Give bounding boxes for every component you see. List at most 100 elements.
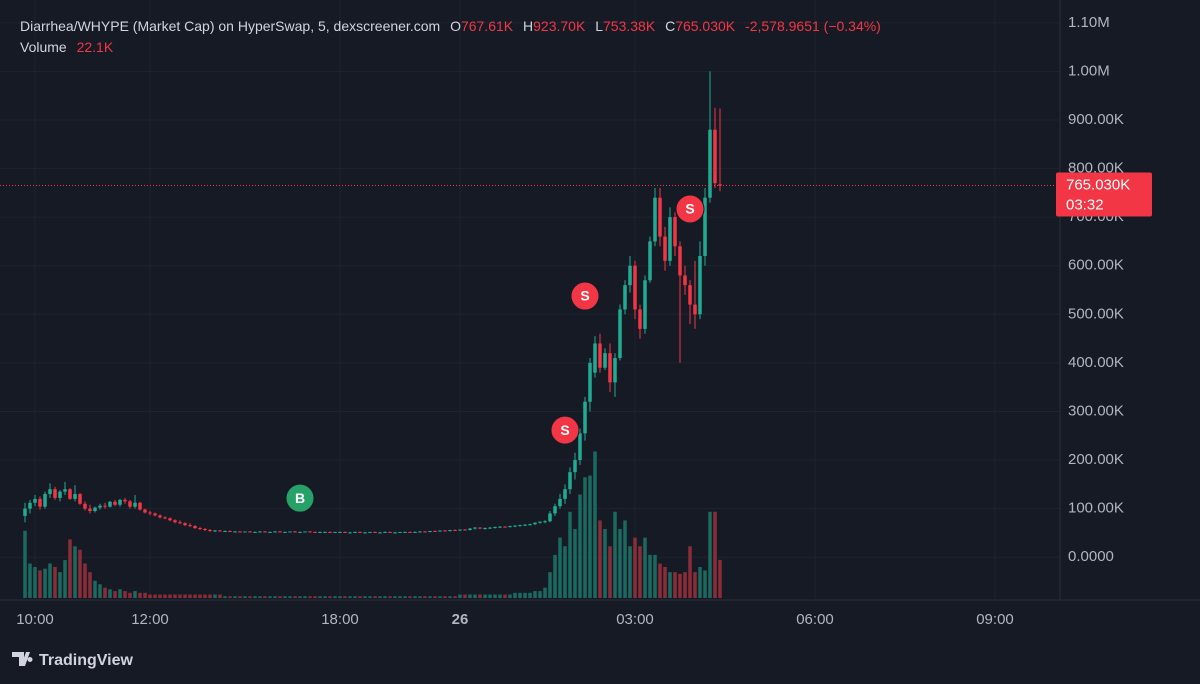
volume-bar	[428, 596, 432, 598]
y-tick-label: 600.00K	[1068, 257, 1124, 274]
candle-body	[703, 197, 707, 257]
volume-bar	[413, 596, 417, 598]
candle-body	[673, 217, 677, 247]
candle-body	[58, 491, 62, 498]
ohlc-key: O	[450, 18, 461, 34]
candle-body	[598, 343, 602, 368]
volume-bar	[93, 580, 97, 598]
candle-body	[118, 499, 122, 505]
candle-body	[593, 343, 597, 373]
volume-bar	[488, 594, 492, 598]
volume-bar	[713, 511, 717, 598]
volume-bar	[318, 596, 322, 598]
ohlc-key: H	[523, 18, 533, 34]
volume-bar	[608, 546, 612, 598]
candle-body	[253, 531, 257, 533]
brand: TradingView	[39, 652, 134, 669]
ohlc-key: C	[665, 18, 675, 34]
candle-body	[528, 524, 532, 526]
volume-bar	[508, 594, 512, 598]
trade-marker	[570, 281, 600, 311]
volume-bar	[563, 546, 567, 598]
candle-body	[533, 522, 537, 525]
volume-bar	[68, 539, 72, 598]
volume-bar	[248, 596, 252, 598]
candle-body	[428, 530, 432, 532]
candle-body	[258, 531, 262, 533]
volume-bar	[448, 596, 452, 598]
volume-bar	[308, 596, 312, 598]
candle-body	[553, 506, 557, 514]
axes: 1.10M1.00M900.00K800.00K700.00K600.00K50…	[16, 14, 1124, 628]
volume-bar	[368, 596, 372, 598]
x-tick-label: 03:00	[616, 611, 654, 628]
volume-bar	[108, 589, 112, 598]
volume-bar	[603, 529, 607, 598]
candle-body	[643, 280, 647, 329]
candle-body	[548, 513, 552, 522]
volume-bar	[458, 594, 462, 598]
volume-bar	[653, 554, 657, 598]
candle-body	[448, 529, 452, 531]
candle-body	[578, 433, 582, 461]
volume-bar	[238, 596, 242, 598]
x-tick-label: 06:00	[796, 611, 834, 628]
grid	[0, 0, 1060, 600]
candle-body	[423, 531, 427, 533]
candle-body	[473, 527, 477, 529]
candle-body	[713, 129, 717, 184]
volume-bar	[378, 596, 382, 598]
candle-body	[248, 531, 252, 533]
candle-body	[403, 531, 407, 533]
candle-body	[268, 531, 272, 533]
volume-bar	[218, 594, 222, 598]
candle-body	[343, 531, 347, 533]
candle-body	[418, 531, 422, 533]
candle-body	[638, 309, 642, 329]
candle-body	[233, 531, 237, 533]
volume-bar	[313, 596, 317, 598]
candle-body	[333, 531, 337, 533]
candle-body	[218, 530, 222, 532]
candle-body	[603, 353, 607, 368]
volume-bar	[123, 591, 127, 598]
candle-body	[378, 532, 382, 534]
volume-bar	[103, 587, 107, 598]
volume-bar	[273, 596, 277, 598]
candle-body	[363, 532, 367, 534]
candle-body	[43, 494, 47, 507]
candle-body	[33, 498, 37, 503]
tradingview-logo: TradingView	[12, 652, 134, 669]
candle-body	[503, 526, 507, 528]
volume-bar	[658, 563, 662, 598]
candle-body	[113, 501, 117, 505]
candle-body	[558, 498, 562, 507]
candle-body	[688, 285, 692, 305]
volume-bar	[348, 596, 352, 598]
volume-bar	[138, 592, 142, 598]
volume-bar	[523, 592, 527, 598]
volume-bar	[393, 596, 397, 598]
volume-bar	[73, 546, 77, 598]
candle-body	[523, 524, 527, 526]
volume-bar	[78, 549, 82, 598]
volume-bar	[598, 520, 602, 598]
volume-bar	[43, 568, 47, 598]
volume-bar	[303, 596, 307, 598]
volume-bar	[433, 596, 437, 598]
volume-bar	[418, 596, 422, 598]
y-tick-label: 300.00K	[1068, 402, 1124, 419]
candle-body	[453, 529, 457, 531]
volume-bar	[203, 594, 207, 598]
volume-bar	[463, 594, 467, 598]
candle-body	[393, 532, 397, 534]
volume-bar	[83, 563, 87, 598]
candle-body	[563, 489, 567, 499]
trade-marker-label: B	[295, 490, 305, 506]
volume-bar	[23, 530, 27, 598]
candle-body	[328, 531, 332, 533]
trade-marker	[285, 483, 315, 513]
volume-bar	[688, 546, 692, 598]
candle-body	[103, 505, 107, 507]
volume-bar	[53, 566, 57, 598]
